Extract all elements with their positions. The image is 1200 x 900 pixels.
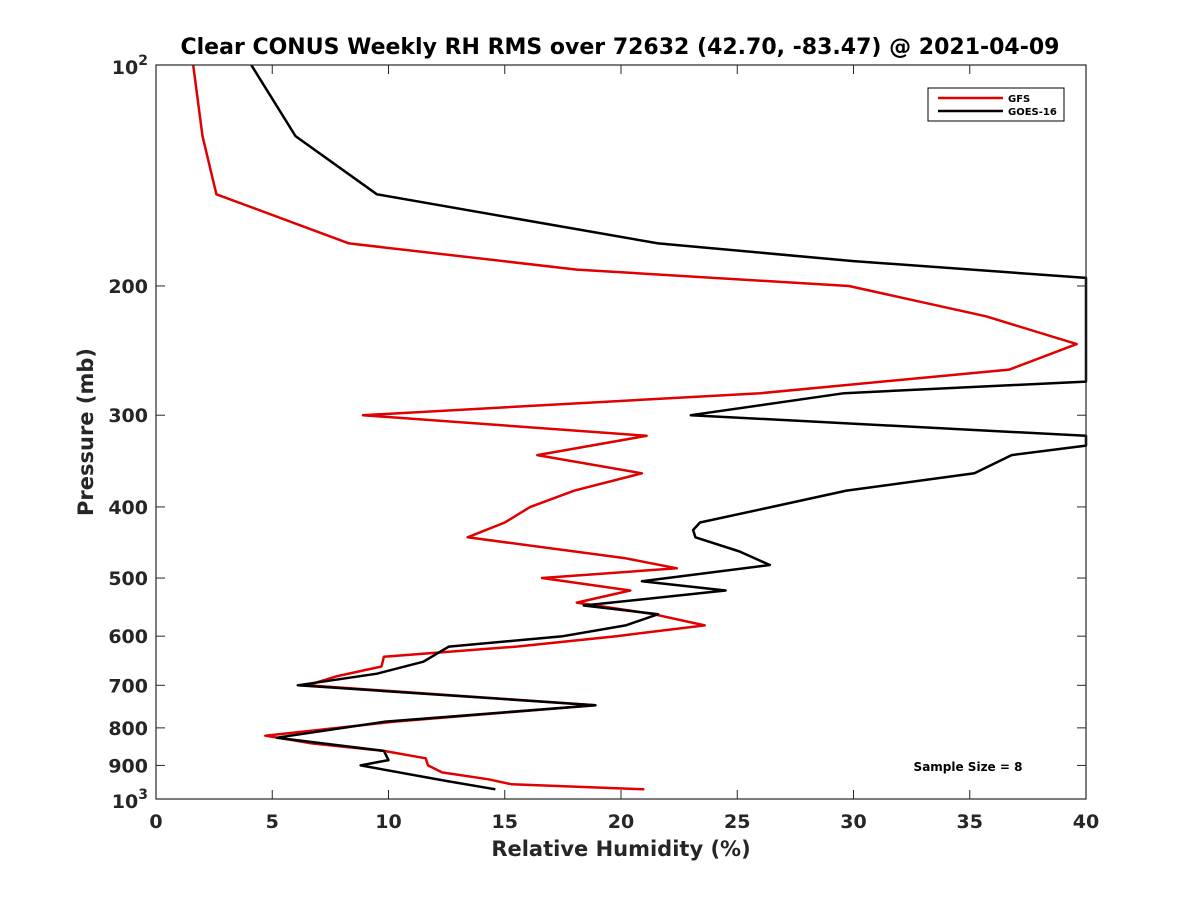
legend-box — [927, 87, 1065, 122]
sample-size-annotation: Sample Size = 8 — [914, 760, 1023, 774]
y-tick-label: 300 — [108, 405, 148, 427]
y-tick-label: 103 — [112, 787, 148, 813]
x-tick-label: 20 — [608, 811, 634, 833]
x-tick-label: 0 — [149, 811, 162, 833]
chart-title: Clear CONUS Weekly RH RMS over 72632 (42… — [181, 35, 1060, 60]
legend: GFS GOES-16 — [927, 87, 1065, 122]
y-tick-label: 400 — [108, 497, 148, 519]
x-tick-label: 10 — [375, 811, 401, 833]
legend-label-goes16: GOES-16 — [1008, 107, 1057, 118]
x-axis-label: Relative Humidity (%) — [491, 837, 750, 861]
x-tick-label: 30 — [840, 811, 866, 833]
y-tick-label: 900 — [108, 755, 148, 777]
x-tick-label: 40 — [1073, 811, 1099, 833]
y-tick-label: 700 — [108, 675, 148, 697]
plot-area-frame — [155, 64, 1087, 800]
x-tick-label: 5 — [266, 811, 279, 833]
x-tick-label: 15 — [492, 811, 518, 833]
x-tick-label: 25 — [724, 811, 750, 833]
y-tick-label: 500 — [108, 568, 148, 590]
x-tick-label: 35 — [957, 811, 983, 833]
y-tick-label: 600 — [108, 626, 148, 648]
series-layer — [191, 64, 1088, 791]
series-line-goes16 — [250, 64, 1088, 791]
y-axis-label: Pressure (mb) — [74, 348, 98, 516]
x-axis: 0 5 10 15 20 25 30 35 40 — [149, 65, 1099, 833]
legend-label-gfs: GFS — [1008, 94, 1030, 105]
y-tick-label: 800 — [108, 718, 148, 740]
y-tick-label: 200 — [108, 276, 148, 298]
y-axis: 102 200 300 400 500 600 700 800 900 103 — [108, 53, 1086, 813]
y-tick-label: 102 — [112, 53, 148, 79]
